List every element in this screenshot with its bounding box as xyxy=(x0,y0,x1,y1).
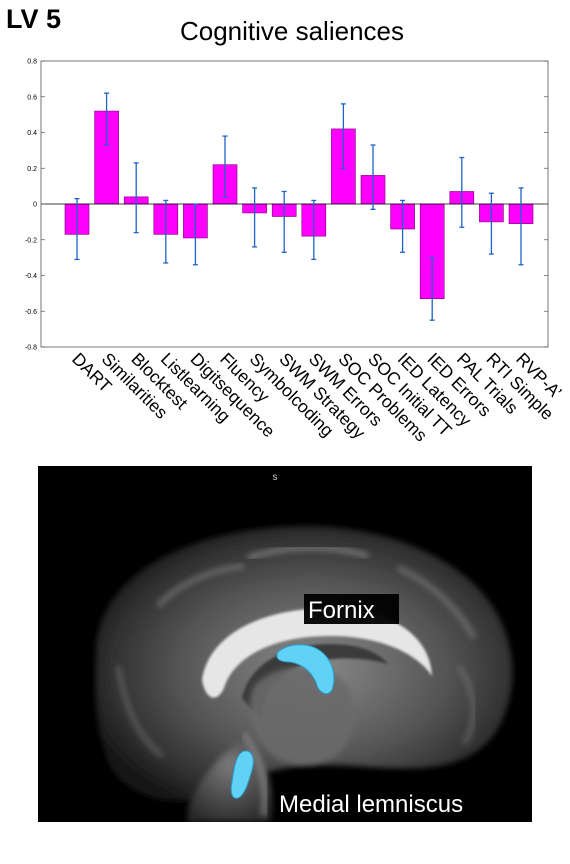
brain-image: s Fornix Medial lemniscus xyxy=(38,466,532,822)
y-tick-label-7: 0.6 xyxy=(27,94,37,101)
y-tick-label-5: 0.2 xyxy=(27,166,37,173)
y-tick-label-1: -0.6 xyxy=(25,309,37,316)
y-tick-label-4: 0 xyxy=(33,202,37,209)
y-tick-label-2: -0.4 xyxy=(25,273,37,280)
salience-bar-chart: Cognitive saliences -0.8 -0.6 -0.4 -0.2 0 0.2… xyxy=(0,0,570,462)
y-tick-label-8: 0.8 xyxy=(27,59,37,66)
fornix-label: Fornix xyxy=(308,597,375,624)
y-tick-label-0: -0.8 xyxy=(25,345,37,352)
medial-lemniscus-label: Medial lemniscus xyxy=(279,791,463,818)
small-marker-label: s xyxy=(273,472,278,483)
chart-title: Cognitive saliences xyxy=(180,16,404,46)
y-tick-label-6: 0.4 xyxy=(27,130,37,137)
y-tick-label-3: -0.2 xyxy=(25,237,37,244)
